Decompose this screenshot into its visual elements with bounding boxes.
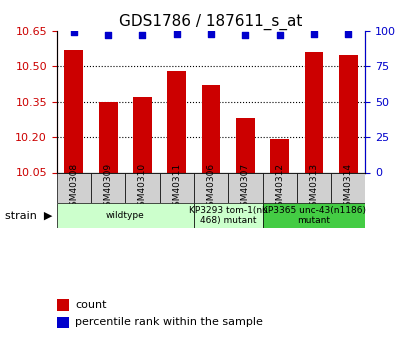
Point [310,31,318,37]
Text: GSM40306: GSM40306 [207,163,215,212]
Bar [57,317,69,328]
Bar [91,172,125,203]
Point [242,32,249,38]
Bar [194,172,228,203]
Bar [236,118,255,172]
Text: wildtype: wildtype [106,211,144,220]
Point [105,32,112,38]
Bar [99,102,118,172]
Point [208,31,215,37]
Bar [64,50,83,172]
Text: GSM40313: GSM40313 [310,163,318,212]
Bar [57,172,91,203]
Bar [57,299,69,310]
Point [139,32,146,38]
Bar [160,172,194,203]
Bar [339,55,358,172]
Point [71,30,77,35]
Bar [304,52,323,172]
Point [345,31,352,37]
Bar [262,203,365,228]
Point [173,31,180,37]
Bar [167,71,186,172]
Bar [57,203,194,228]
Text: GSM40307: GSM40307 [241,163,250,212]
Text: GSM40308: GSM40308 [69,163,79,212]
Text: GSM40310: GSM40310 [138,163,147,212]
Bar [125,172,160,203]
Title: GDS1786 / 187611_s_at: GDS1786 / 187611_s_at [119,13,303,30]
Bar [270,139,289,172]
Text: percentile rank within the sample: percentile rank within the sample [75,317,263,327]
Text: GSM40311: GSM40311 [172,163,181,212]
Text: GSM40309: GSM40309 [104,163,113,212]
Text: strain  ▶: strain ▶ [5,210,52,220]
Text: GSM40312: GSM40312 [275,163,284,212]
Bar [133,97,152,172]
Text: KP3293 tom-1(nu
468) mutant: KP3293 tom-1(nu 468) mutant [189,206,268,225]
Bar [202,85,220,172]
Bar [228,172,262,203]
Point [276,32,283,38]
Text: KP3365 unc-43(n1186)
mutant: KP3365 unc-43(n1186) mutant [262,206,366,225]
Bar [297,172,331,203]
Bar [262,172,297,203]
Bar [194,203,262,228]
Bar [331,172,365,203]
Text: count: count [75,300,107,310]
Text: GSM40314: GSM40314 [344,163,353,212]
